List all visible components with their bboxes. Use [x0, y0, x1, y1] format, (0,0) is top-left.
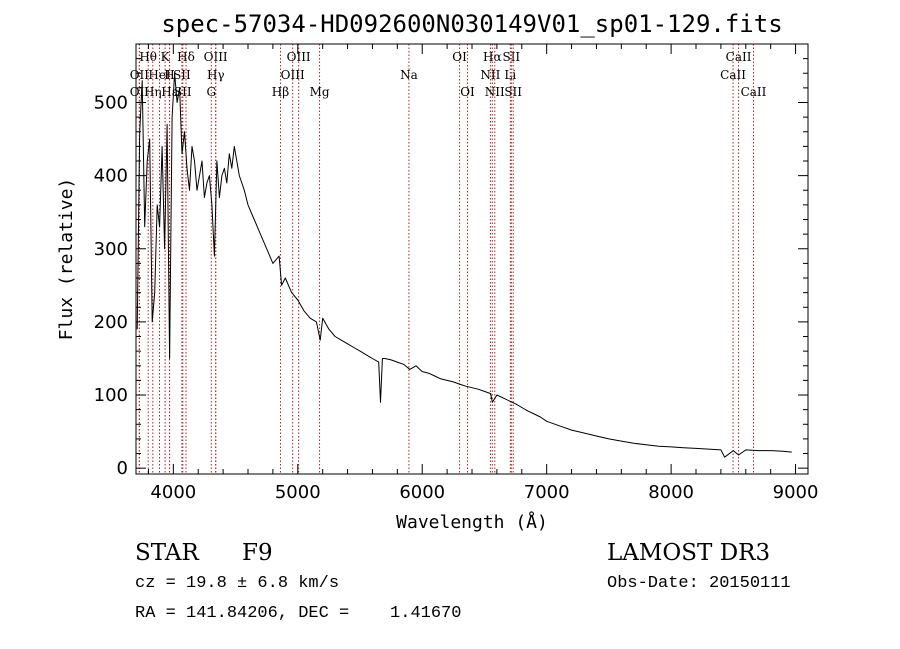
x-axis-label: Wavelength (Å)	[396, 511, 548, 533]
line-label-4: HeI	[148, 68, 171, 82]
ra-dec-coordinates: RA = 141.84206, DEC = 1.41670	[135, 604, 462, 623]
y-tick-label-0: 0	[117, 458, 128, 479]
line-label-27: CaII	[726, 50, 752, 64]
line-label-11: OIII	[204, 50, 228, 64]
line-label-28: CaII	[720, 68, 746, 82]
line-label-19: OI	[452, 50, 467, 64]
y-tick-label-1: 100	[94, 385, 128, 406]
plot-frame	[135, 43, 809, 475]
line-label-17: Mg	[310, 85, 330, 99]
line-label-2: OII	[130, 85, 150, 99]
line-label-9: Hδ	[177, 50, 195, 64]
line-label-13: G	[206, 85, 216, 99]
y-axis-label: Flux (relative)	[56, 178, 77, 341]
line-label-5: K	[161, 50, 171, 64]
x-tick-label-2: 6000	[399, 482, 445, 503]
line-label-25: Li	[504, 68, 516, 82]
line-label-1: OII	[130, 68, 150, 82]
line-label-12: Hγ	[207, 68, 225, 82]
y-tick-label-2: 200	[94, 312, 128, 333]
line-label-6: H	[164, 68, 174, 82]
line-label-0: Hθ	[139, 50, 157, 64]
line-label-8: SII	[173, 68, 191, 82]
line-label-21: Hα	[483, 50, 502, 64]
line-label-15: OIII	[281, 68, 305, 82]
line-label-20: OI	[460, 85, 475, 99]
line-label-22: NII	[480, 68, 500, 82]
survey-name: LAMOST DR3	[607, 540, 771, 566]
observation-date: Obs-Date: 20150111	[607, 574, 791, 593]
redshift-cz: cz = 19.8 ± 6.8 km/s	[135, 574, 340, 593]
x-tick-label-1: 5000	[275, 482, 321, 503]
object-type: STAR	[135, 540, 199, 566]
spectral-subclass: F9	[242, 540, 273, 566]
line-label-16: OIII	[287, 50, 311, 64]
spectrum-line-0	[136, 72, 792, 458]
line-label-26: SII	[504, 85, 522, 99]
line-label-14: Hβ	[272, 85, 289, 99]
y-tick-label-4: 400	[94, 166, 128, 187]
y-tick-label-3: 300	[94, 239, 128, 260]
x-tick-label-3: 7000	[524, 482, 570, 503]
line-label-29: CaII	[741, 85, 767, 99]
x-tick-label-0: 4000	[150, 482, 196, 503]
line-label-23: NII	[485, 85, 505, 99]
x-tick-label-4: 8000	[648, 482, 694, 503]
line-label-3: Hη	[144, 85, 162, 99]
line-label-24: SII	[502, 50, 520, 64]
chart-title: spec-57034-HD092600N030149V01_sp01-129.f…	[161, 10, 782, 38]
y-tick-label-5: 500	[94, 93, 128, 114]
line-label-18: Na	[400, 68, 418, 82]
x-tick-label-5: 9000	[773, 482, 819, 503]
